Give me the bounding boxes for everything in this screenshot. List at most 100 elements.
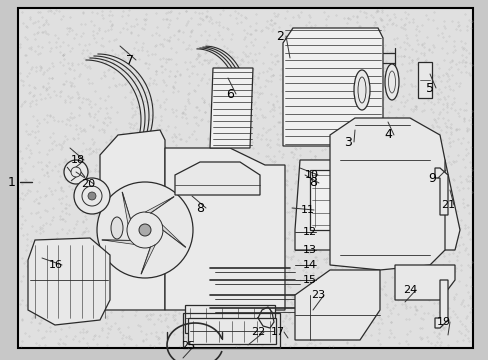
Point [59,288,66,293]
Point [449,294,457,300]
Point [176,157,184,162]
Point [332,106,340,112]
Point [116,156,123,162]
Point [318,283,326,289]
Point [205,326,213,332]
Point [368,14,376,19]
Point [194,248,202,253]
Point [395,160,403,166]
Point [91,55,99,60]
Point [132,154,140,159]
Point [414,41,422,46]
Point [148,237,156,242]
Point [405,269,413,275]
Point [244,66,251,72]
Point [337,282,345,288]
Point [179,299,187,305]
Point [381,42,388,48]
Point [454,222,462,228]
Point [152,71,160,77]
Point [355,90,363,96]
Point [153,241,161,247]
Point [126,87,134,93]
Point [432,333,440,338]
Point [237,57,245,63]
Point [283,97,291,103]
Point [125,219,133,224]
Point [75,240,83,246]
Point [165,181,173,187]
Point [324,302,332,307]
Point [173,226,181,231]
Point [296,99,304,105]
Point [256,84,264,89]
Point [249,329,257,335]
Point [104,93,112,99]
Point [270,20,278,26]
Point [18,101,26,107]
Point [221,150,229,156]
Point [182,115,189,121]
Point [445,33,452,39]
Point [359,183,366,189]
Point [353,335,361,341]
Point [240,216,248,222]
Point [183,219,191,225]
Point [81,199,88,204]
Point [460,40,468,46]
Point [353,211,361,217]
Point [34,159,41,165]
Point [99,120,107,125]
Point [289,265,297,270]
Point [250,36,258,41]
Point [353,117,361,123]
Point [414,61,422,67]
Point [399,103,407,109]
Point [386,49,393,55]
Point [166,156,174,162]
Point [229,182,237,188]
Point [21,302,29,308]
Point [206,313,214,319]
Point [147,312,155,318]
Point [263,39,270,45]
Point [168,167,176,173]
Point [224,90,232,96]
Point [94,207,102,213]
Point [202,216,209,222]
Point [398,171,406,176]
Point [145,252,153,258]
Point [78,308,86,314]
Point [296,236,304,242]
Point [50,117,58,123]
Point [215,334,223,340]
Point [161,203,169,208]
Point [116,194,124,200]
Point [175,131,183,137]
Point [413,55,421,61]
Point [462,313,470,319]
Point [59,53,67,58]
Point [414,154,422,160]
Point [465,159,472,165]
Point [286,22,294,28]
Point [380,248,387,253]
Point [461,315,469,320]
Point [147,156,155,162]
Point [177,162,185,168]
Point [156,104,163,109]
Point [412,286,420,292]
Point [424,160,431,166]
Point [32,228,40,234]
Point [152,42,160,48]
Point [255,70,263,76]
Point [360,261,368,266]
Point [142,313,149,319]
Point [93,10,101,16]
Point [347,189,355,195]
Point [274,104,282,110]
Point [186,328,194,333]
Point [404,119,412,125]
Point [406,258,414,264]
Point [139,337,147,342]
